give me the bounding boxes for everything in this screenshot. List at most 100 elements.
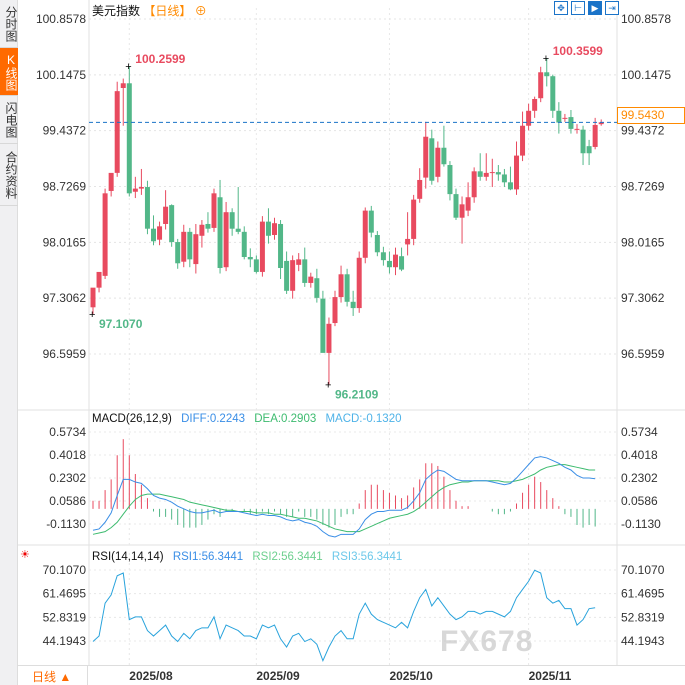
macd-value: MACD:-0.1320 (325, 413, 402, 425)
rsi-tick-right: 52.8319 (621, 610, 665, 624)
circle-plus-icon[interactable]: ⊕ (194, 4, 207, 18)
price-tick-left: 97.3062 (43, 291, 87, 305)
extreme-marker: + (325, 379, 331, 391)
candle-body (235, 228, 241, 232)
dea-value: DEA:0.2903 (254, 413, 317, 425)
fx678-watermark: FX678 (440, 625, 534, 658)
indicator-settings-icon[interactable]: ☀ (20, 549, 30, 561)
candle-body (278, 223, 284, 268)
tab-timeshare[interactable]: 分时图 (0, 0, 18, 48)
time-tick-label: 2025/11 (529, 669, 572, 683)
candle-body (447, 165, 453, 195)
rsi-tick-left: 61.4695 (43, 587, 87, 601)
range-select-icon[interactable]: ⊢ (571, 1, 585, 15)
candle-body (362, 210, 368, 258)
rsi-tick-right: 70.1070 (621, 563, 665, 577)
price-tick-right: 97.3062 (621, 291, 665, 305)
candle-body (514, 155, 519, 190)
candle-body (453, 194, 459, 218)
candle-body (477, 171, 483, 177)
candle-body (296, 259, 302, 265)
candle-body (265, 221, 271, 236)
candle-body (326, 323, 332, 353)
symbol-name: 美元指数 (92, 4, 141, 18)
tab-flash[interactable]: 闪电图 (0, 96, 18, 144)
price-tick-left: 96.5959 (43, 347, 87, 361)
crosshair-icon[interactable]: ✥ (554, 1, 568, 15)
macd-tick-right: -0.1130 (621, 517, 661, 531)
candle-body (483, 172, 489, 177)
macd-tick-left: 0.2302 (49, 471, 86, 485)
candle-body (187, 231, 193, 260)
candle-body (544, 72, 550, 77)
rsi-title: RSI(14,14,14) (92, 551, 164, 563)
candle-body (441, 147, 447, 165)
candle-body (126, 83, 132, 194)
candle-body (386, 260, 392, 268)
rsi-tick-left: 44.1943 (43, 634, 87, 648)
price-tick-left: 100.8578 (36, 12, 86, 26)
extreme-marker: + (89, 309, 95, 321)
time-tick-label: 2025/08 (129, 669, 173, 683)
candle-body (144, 187, 150, 229)
rsi-line (92, 569, 596, 663)
tab-kline[interactable]: K线图 (0, 48, 18, 96)
candle-body (586, 146, 592, 154)
time-axis-bar (18, 665, 685, 685)
tab-contract-info[interactable]: 合约资料 (0, 144, 18, 206)
price-tick-right: 96.5959 (621, 347, 665, 361)
extreme-price-label: 97.1070 (99, 317, 143, 331)
play-icon[interactable]: ▶ (588, 1, 602, 15)
current-price-label: 99.5430 (617, 107, 685, 124)
candle-body (102, 193, 108, 276)
macd-tick-left: 0.0586 (49, 494, 86, 508)
rsi-tick-left: 70.1070 (43, 563, 87, 577)
macd-tick-right: 0.4018 (621, 448, 658, 462)
candle-body (399, 256, 405, 270)
candle-body (181, 231, 187, 262)
candle-body (580, 129, 586, 154)
candle-body (374, 234, 380, 253)
candle-body (574, 128, 580, 130)
candle-body (229, 212, 235, 229)
macd-legend: MACD(26,12,9) DIFF:0.2243 DEA:0.2903 MAC… (92, 413, 408, 425)
rsi2-value: RSI2:56.3441 (252, 551, 323, 563)
candle-body (405, 238, 411, 245)
time-tick-label: 2025/09 (256, 669, 300, 683)
candle-body (138, 187, 144, 189)
period-selector[interactable]: 日线 ▲ (18, 666, 88, 685)
exit-icon[interactable]: ⇥ (605, 1, 619, 15)
candle-body (320, 298, 326, 353)
candle-body (259, 221, 265, 272)
candle-body (175, 242, 181, 264)
candle-body (108, 172, 114, 191)
candle-body (157, 226, 163, 240)
period-label[interactable]: 【日线】 (143, 4, 192, 18)
price-tick-right: 98.0165 (621, 235, 665, 249)
candle-body (435, 147, 441, 177)
macd-tick-right: 0.5734 (621, 425, 658, 439)
candle-body (272, 223, 277, 235)
candle-body (241, 231, 247, 257)
rsi1-value: RSI1:56.3441 (172, 551, 244, 563)
candle-body (368, 210, 374, 233)
candle-body (169, 205, 175, 243)
candle-body (598, 122, 604, 125)
candle-body (253, 259, 259, 272)
candle-body (562, 117, 568, 119)
candle-body (163, 206, 169, 224)
rsi-tick-right: 44.1943 (621, 634, 665, 648)
price-tick-right: 98.7269 (621, 179, 665, 193)
candle-body (356, 257, 362, 309)
candle-body (592, 124, 598, 147)
candle-body (568, 117, 574, 129)
candle-body (114, 91, 120, 173)
candle-body (332, 297, 338, 324)
candle-body (507, 182, 513, 190)
macd-tick-left: 0.5734 (49, 425, 86, 439)
dea-line (92, 464, 596, 535)
candle-body (290, 260, 296, 291)
macd-tick-right: 0.2302 (621, 471, 658, 485)
price-tick-right: 99.4372 (621, 124, 665, 138)
